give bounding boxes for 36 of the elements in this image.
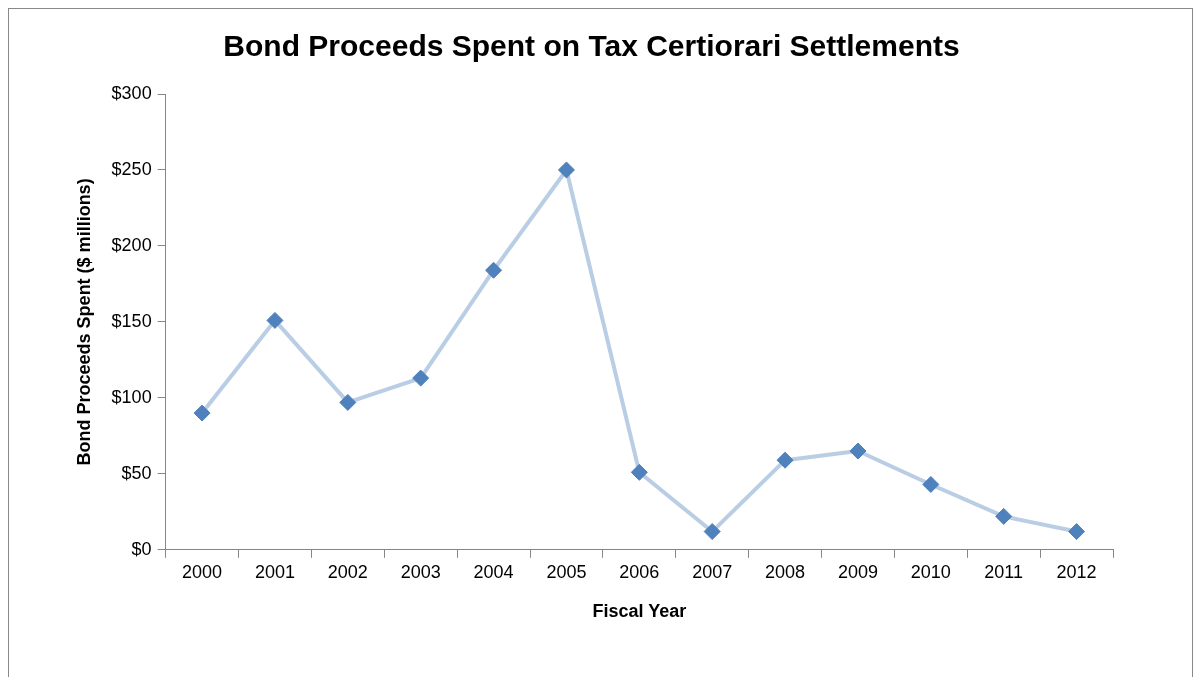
x-tick-label: 2011 — [984, 561, 1024, 582]
x-tick-label: 2007 — [692, 561, 733, 582]
point — [412, 369, 430, 387]
x-tick-label: 2004 — [473, 561, 514, 582]
x-tick-label: 2009 — [837, 561, 878, 582]
x-tick-label: 2012 — [1056, 561, 1097, 582]
x-axis-title: Fiscal Year — [592, 601, 687, 622]
point — [995, 507, 1013, 525]
y-tick-label: $50 — [121, 462, 152, 483]
x-tick-label: 2006 — [619, 561, 660, 582]
point — [1068, 523, 1086, 541]
x-tick-label: 2000 — [182, 561, 223, 582]
point — [922, 475, 940, 493]
point — [193, 404, 211, 422]
x-tick-label: 2008 — [765, 561, 806, 582]
y-axis-title: Bond Proceeds Spent ($ millions) — [73, 178, 94, 466]
x-tick-label: 2005 — [546, 561, 587, 582]
x-tick-label: 2010 — [910, 561, 951, 582]
x-tick-label: 2002 — [327, 561, 368, 582]
point — [485, 261, 503, 279]
y-tick-label: $250 — [111, 158, 152, 179]
y-tick-label: $300 — [111, 82, 152, 103]
point — [557, 161, 575, 179]
y-tick-label: $0 — [131, 538, 152, 559]
point — [849, 442, 867, 460]
point — [630, 463, 648, 481]
x-tick-label: 2003 — [400, 561, 441, 582]
y-tick-label: $150 — [111, 310, 152, 331]
point — [776, 451, 794, 469]
x-tick-label: 2001 — [254, 561, 295, 582]
y-tick-label: $100 — [111, 386, 152, 407]
y-tick-label: $200 — [111, 234, 152, 255]
chart-title: Bond Proceeds Spent on Tax Certiorari Settlements — [223, 29, 960, 63]
point — [339, 393, 357, 411]
point — [703, 523, 721, 541]
point — [266, 311, 284, 329]
